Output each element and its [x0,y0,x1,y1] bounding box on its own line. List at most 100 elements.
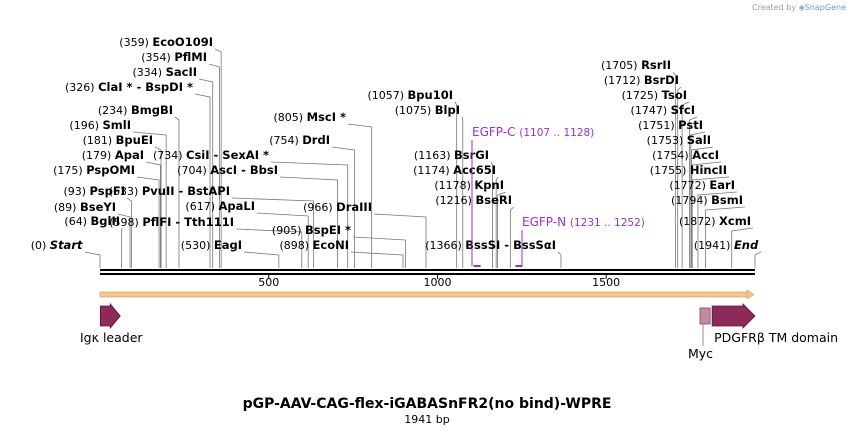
site-coordinate: (1754) [652,149,692,162]
site-coordinate: (1057) [367,89,407,102]
site-rsrii[interactable]: (1705) RsrII [601,58,676,268]
site-label: (175) PspOMI [53,163,135,177]
site-name: AscI - BbsI [210,163,278,177]
site-leader-line [279,176,338,268]
site-leader-line [331,146,355,268]
site-eagi[interactable]: (530) EagI [181,238,280,268]
snapgene-logo-icon: ◈ [798,3,805,12]
site-label: (1755) HincII [650,163,727,177]
scale-tick-label: 1500 [592,276,620,289]
site-coordinate: (704) [177,164,210,177]
site-label: (898) EcoNI [279,238,349,252]
primer-egfp-n[interactable]: EGFP-N (1231 .. 1252) [515,215,645,267]
site-coordinate: (1725) [622,89,662,102]
site-leader-line [690,131,706,268]
site-xcmi[interactable]: (1872) XcmI [679,214,754,268]
site-name: PflFI - Tth111I [142,215,234,229]
site-leader-line [731,227,754,268]
site-leader-line [208,63,220,268]
site-pflfi-tth111i[interactable]: (598) PflFI - Tth111I [109,215,303,268]
site-start[interactable]: (0) Start [31,238,101,268]
map-subtitle: 1941 bp [404,413,450,426]
site-coordinate: (734) [153,149,186,162]
feature-ig-leader[interactable]: Igκ leader [80,302,143,345]
site-apali[interactable]: (617) ApaLI [185,199,309,268]
site-kpni[interactable]: (1178) KpnI [434,178,507,268]
map-title: pGP-AAV-CAG-flex-iGABASnFR2(no bind)-WPR… [242,396,612,412]
site-end[interactable]: (1941) End [694,238,762,268]
site-draiii[interactable]: (966) DraIII [303,200,427,268]
site-label: (354) PflMI [141,50,207,64]
site-clai-bspdi-[interactable]: (326) ClaI * - BspDI * [65,80,211,268]
site-label: (734) CsiI - SexAI * [153,148,269,162]
site-leader-line [497,191,507,268]
site-bglii[interactable]: (64) BglII [64,214,123,268]
site-leader-line [509,206,515,268]
feature-myc[interactable]: Myc [688,307,713,361]
site-bsrdi[interactable]: (1712) BsrDI [604,73,682,268]
site-coordinate: (93) [63,185,89,198]
site-hincii[interactable]: (1755) HincII [650,163,730,268]
site-pspomi[interactable]: (175) PspOMI [53,163,160,268]
site-smli[interactable]: (196) SmlI [69,118,167,268]
site-eari[interactable]: (1772) EarI [669,178,738,268]
site-coordinate: (359) [119,36,152,49]
site-sacii[interactable]: (334) SacII [133,65,214,268]
primer-egfp-c[interactable]: EGFP-C (1107 .. 1128) [471,125,594,267]
site-apai[interactable]: (179) ApaI [82,148,161,268]
site-msci-[interactable]: (805) MscI * [274,110,373,268]
site-bseri[interactable]: (1216) BseRI [435,193,515,268]
site-coordinate: (1772) [669,179,709,192]
site-bsssi-bsss-i[interactable]: (1366) BssSI - BssSαI [425,238,562,268]
site-bseyi[interactable]: (89) BseYI [54,200,131,268]
site-pspfi[interactable]: (93) PspFI [63,184,132,268]
site-name: PspOMI [86,163,135,177]
site-pvuii-bstapi[interactable]: (633) PvuII - BstAPI [109,184,315,268]
site-bspei-[interactable]: (905) BspEI * [272,223,406,268]
site-econi[interactable]: (898) EcoNI [279,238,404,268]
feature-pdgfr-tm-domain[interactable]: PDGFRβ TM domain [711,303,838,345]
site-leader-line [145,161,161,268]
site-sfci[interactable]: (1747) SfcI [631,103,698,268]
site-coordinate: (1174) [413,164,453,177]
site-coordinate: (1712) [604,74,644,87]
site-blpi[interactable]: (1075) BlpI [395,103,464,268]
site-asci-bbsi[interactable]: (704) AscI - BbsI [177,163,338,268]
site-leader-line [352,236,406,268]
site-coordinate: (1705) [601,59,641,72]
site-coordinate: (179) [82,149,115,162]
site-drdi[interactable]: (754) DrdI [269,133,355,268]
site-psti[interactable]: (1751) PstI [638,118,706,268]
site-leader-line [117,213,131,268]
site-leader-line [174,116,180,268]
site-label: (754) DrdI [269,133,330,147]
primer-label: EGFP-N (1231 .. 1252) [522,215,645,229]
site-bpu10i[interactable]: (1057) Bpu10I [367,88,458,268]
site-leader-line [691,176,730,268]
site-pflmi[interactable]: (354) PflMI [141,50,220,268]
site-csii-sexai-[interactable]: (734) CsiI - SexAI * [153,148,349,268]
site-coordinate: (1216) [435,194,475,207]
site-acc65i[interactable]: (1174) Acc65I [413,163,499,268]
site-label: (1366) BssSI - BssSαI [425,238,556,252]
site-bpuei[interactable]: (181) BpuEI [83,133,162,268]
site-label: (1163) BsrGI [414,148,489,162]
site-tsoi[interactable]: (1725) TsoI [622,88,690,268]
site-ecoo109i[interactable]: (359) EcoO109I [119,35,222,268]
site-name: BglII [91,214,121,228]
site-coordinate: (354) [141,51,174,64]
site-name: TsoI [662,88,687,102]
site-bsmi[interactable]: (1794) BsmI [671,193,746,268]
site-coordinate: (326) [65,81,98,94]
site-label: (196) SmlI [69,118,131,132]
site-coordinate: (175) [53,164,86,177]
site-coordinate: (1751) [638,119,678,132]
site-name: AccI [692,148,719,162]
site-bsrgi[interactable]: (1163) BsrGI [414,148,493,268]
site-name: BspEI * [305,223,351,237]
site-coordinate: (1872) [679,215,719,228]
site-leader-line [672,71,676,268]
site-coordinate: (966) [303,201,336,214]
site-bmgbi[interactable]: (234) BmgBI [98,103,180,268]
